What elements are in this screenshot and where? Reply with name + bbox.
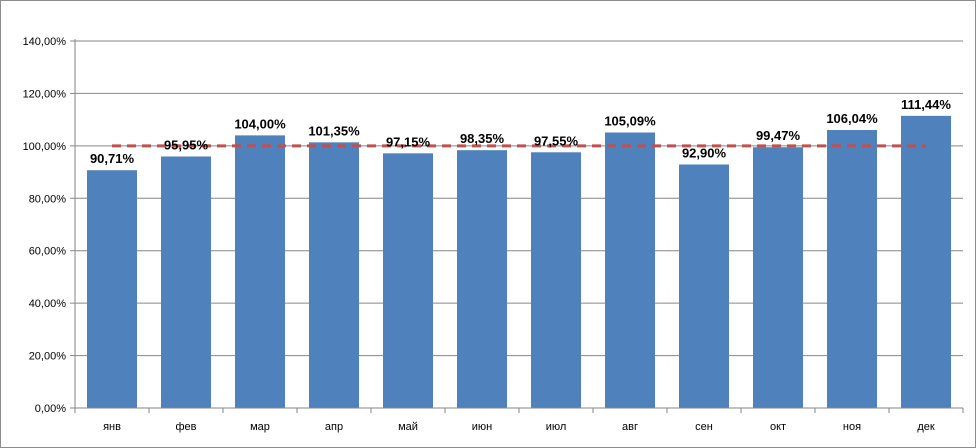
- y-tick-label: 120,00%: [23, 88, 67, 100]
- data-label: 97,55%: [534, 133, 579, 148]
- data-label: 101,35%: [308, 123, 360, 138]
- x-category-label: апр: [325, 421, 343, 433]
- y-axis-tick-labels: 0,00% 20,00% 40,00% 60,00% 80,00% 100,00% 120,…: [23, 36, 67, 415]
- bar: [531, 152, 581, 408]
- x-category-label: янв: [103, 421, 121, 433]
- y-tick-label: 60,00%: [29, 246, 67, 258]
- data-label: 104,00%: [234, 116, 286, 131]
- y-tick-label: 20,00%: [29, 351, 67, 363]
- x-category-label: мар: [250, 421, 270, 433]
- x-category-label: май: [398, 421, 418, 433]
- data-label: 99,47%: [756, 128, 801, 143]
- y-tick-label: 140,00%: [23, 36, 67, 48]
- y-tick-label: 100,00%: [23, 141, 67, 153]
- x-category-label: июн: [472, 421, 492, 433]
- axes: [74, 39, 963, 409]
- bar: [679, 164, 729, 408]
- y-tick-label: 0,00%: [35, 403, 66, 415]
- bar: [827, 130, 877, 408]
- x-category-label: июл: [546, 421, 567, 433]
- data-label: 106,04%: [826, 111, 878, 126]
- bar: [383, 153, 433, 408]
- bar: [457, 150, 507, 408]
- x-axis-category-labels: янв фев мар апр май июн июл авг сен окт ноя дек: [103, 421, 935, 433]
- bar: [235, 135, 285, 408]
- data-label: 105,09%: [604, 114, 656, 129]
- x-category-label: дек: [917, 421, 935, 433]
- data-label: 98,35%: [460, 131, 505, 146]
- y-tick-label: 80,00%: [29, 193, 67, 205]
- data-label: 92,90%: [682, 145, 727, 160]
- bar: [605, 132, 655, 408]
- data-label: 111,44%: [901, 97, 951, 112]
- bar: [309, 142, 359, 408]
- x-category-label: сен: [695, 421, 713, 433]
- x-category-label: ноя: [843, 421, 861, 433]
- bar: [753, 147, 803, 408]
- bar: [901, 115, 951, 409]
- data-label: 97,15%: [386, 134, 431, 149]
- data-label: 90,71%: [90, 151, 135, 166]
- x-category-label: авг: [622, 421, 638, 433]
- bars: [87, 115, 951, 409]
- bar: [161, 156, 211, 408]
- y-tick-label: 40,00%: [29, 298, 67, 310]
- data-labels: 90,71% 95,95% 104,00% 101,35% 97,15% 98,35% 97…: [90, 97, 951, 166]
- x-category-label: фев: [175, 421, 196, 433]
- x-category-label: окт: [770, 421, 786, 433]
- data-label: 95,95%: [164, 137, 209, 152]
- bar: [87, 170, 137, 408]
